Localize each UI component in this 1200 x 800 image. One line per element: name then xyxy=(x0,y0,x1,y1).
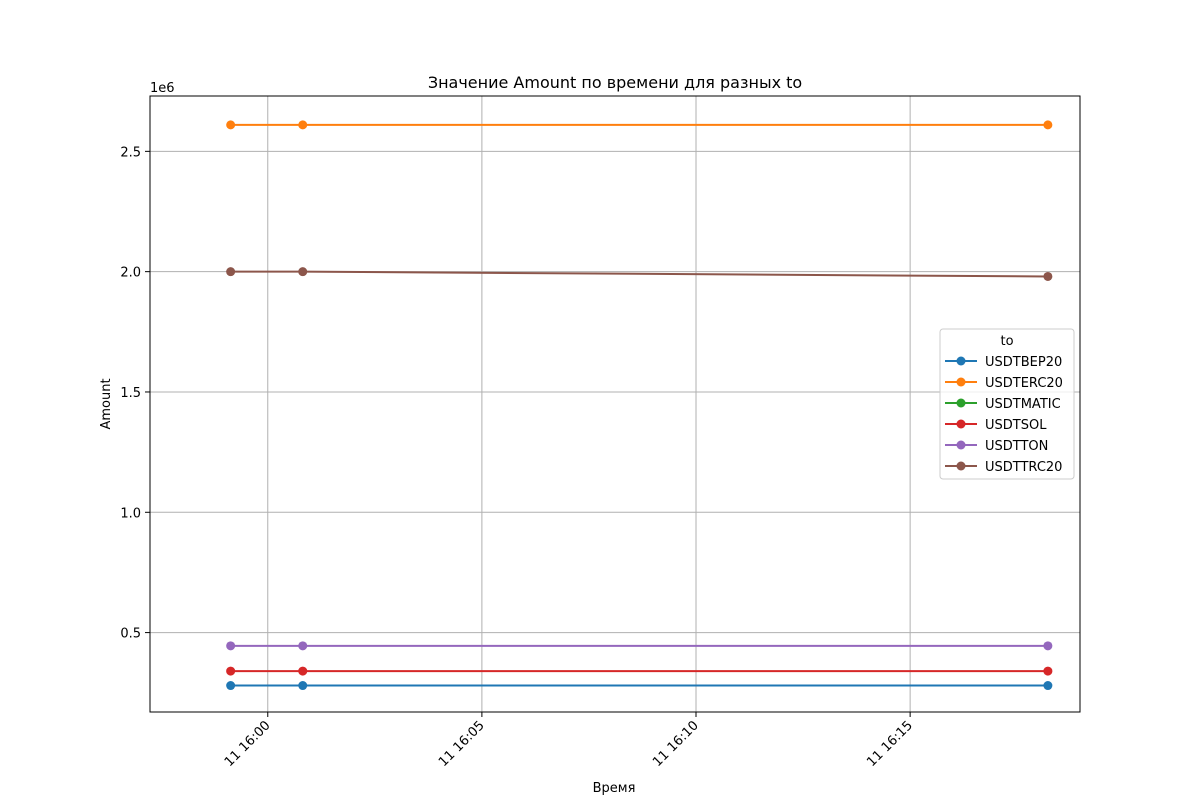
x-axis-label: Время xyxy=(593,781,636,796)
legend-marker xyxy=(956,419,966,429)
legend-items: USDTBEP20 USDTERC20 USDTMATIC USDTSOL USDTTO… xyxy=(945,355,1063,475)
legend-item-usdttrc20: USDTTRC20 xyxy=(945,460,1062,475)
data-point xyxy=(226,267,236,277)
legend-marker xyxy=(956,461,966,471)
legend-label: USDTTON xyxy=(985,439,1048,454)
y-tick-label: 1.0 xyxy=(120,506,141,521)
y-axis-label: Amount xyxy=(99,378,114,429)
data-point xyxy=(226,666,236,676)
data-point xyxy=(1043,120,1053,130)
chart-title: Значение Amount по времени для разных to xyxy=(428,73,802,92)
legend-item-usdterc20: USDTERC20 xyxy=(945,376,1063,391)
legend-item-usdtbep20: USDTBEP20 xyxy=(945,355,1062,370)
data-point xyxy=(298,120,308,130)
legend-label: USDTSOL xyxy=(985,418,1047,433)
legend-marker xyxy=(956,398,966,408)
data-point xyxy=(226,681,236,691)
y-offset-label: 1e6 xyxy=(150,81,175,96)
legend-marker xyxy=(956,377,966,387)
data-point xyxy=(1043,271,1053,281)
series-layer xyxy=(226,120,1053,691)
legend-marker xyxy=(956,440,966,450)
data-point xyxy=(298,641,308,651)
series-usdttrc20 xyxy=(226,267,1053,281)
series-usdtbep20 xyxy=(226,681,1053,691)
legend-item-usdtmatic: USDTMATIC xyxy=(945,397,1061,412)
legend-label: USDTMATIC xyxy=(985,397,1061,412)
legend-label: USDTTRC20 xyxy=(985,460,1062,475)
data-point xyxy=(298,666,308,676)
legend-label: USDTBEP20 xyxy=(985,355,1062,370)
data-point xyxy=(298,267,308,277)
plot-frame xyxy=(149,95,1081,713)
legend: to USDTBEP20USDTERC20USDTMATICUSDTSOLUSD… xyxy=(939,328,1075,480)
series-usdterc20 xyxy=(226,120,1053,130)
y-tick-label: 2.0 xyxy=(120,266,141,281)
legend-marker xyxy=(956,356,966,366)
y-tick-label: 2.5 xyxy=(120,145,141,160)
y-tick-label: 0.5 xyxy=(120,627,141,642)
legend-box xyxy=(939,328,1075,480)
legend-label: USDTERC20 xyxy=(985,376,1063,391)
y-tick-label: 1.5 xyxy=(120,386,141,401)
data-point xyxy=(298,681,308,691)
legend-item-usdtton: USDTTON xyxy=(945,439,1048,454)
data-point xyxy=(226,120,236,130)
data-point xyxy=(1043,681,1053,691)
data-point xyxy=(226,641,236,651)
legend-item-usdtsol: USDTSOL xyxy=(945,418,1047,433)
legend-title: to xyxy=(1000,334,1013,349)
data-point xyxy=(1043,666,1053,676)
series-usdtsol xyxy=(226,666,1053,676)
data-point xyxy=(1043,641,1053,651)
series-usdtton xyxy=(226,641,1053,651)
